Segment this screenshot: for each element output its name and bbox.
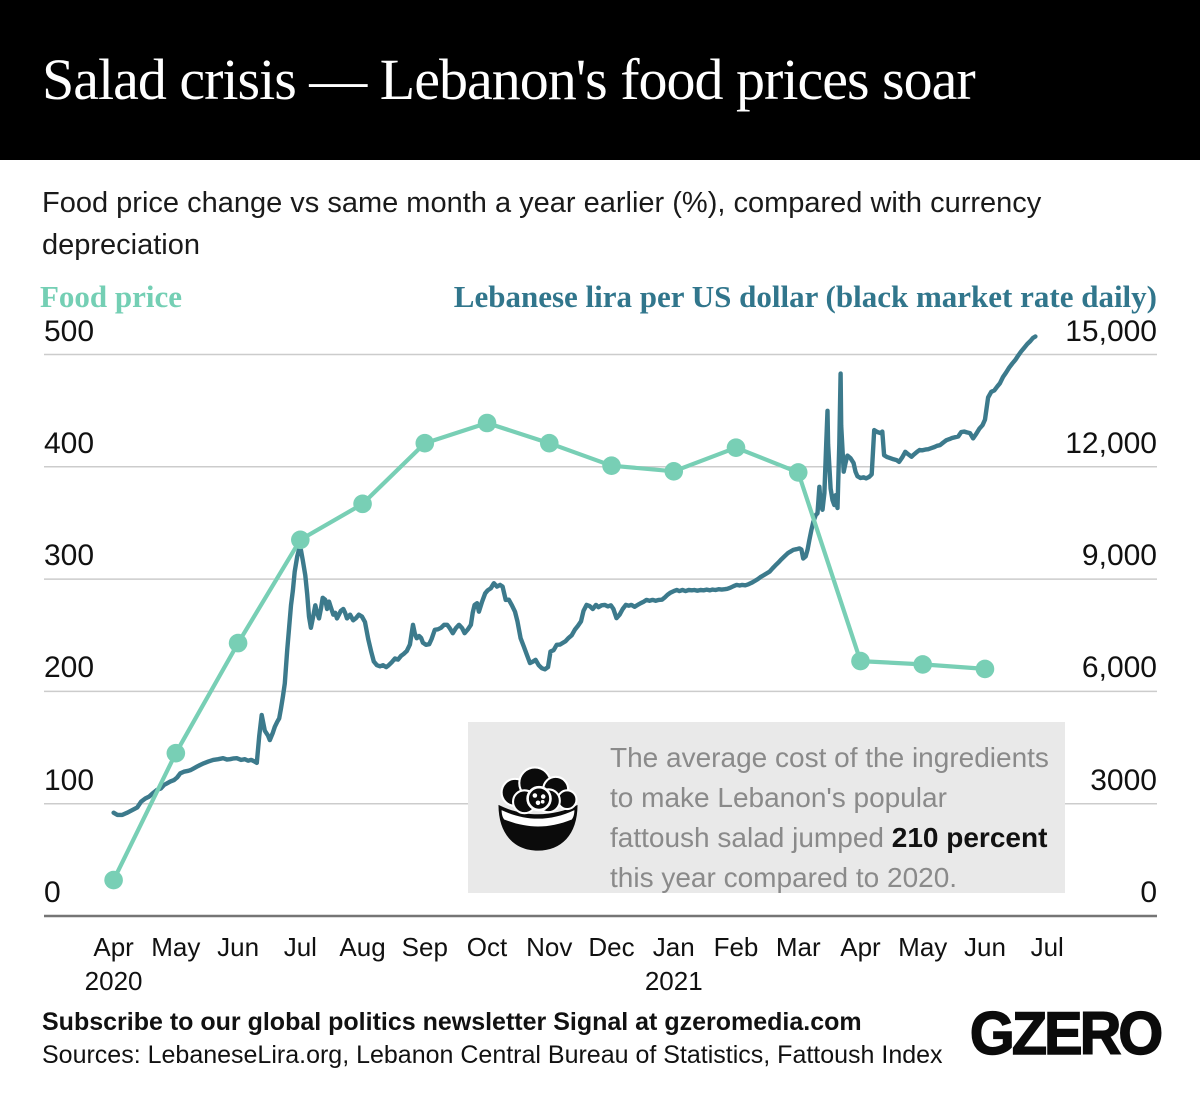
- x-axis-month-label: Oct: [466, 932, 508, 962]
- x-axis-month-label: Dec: [588, 932, 635, 962]
- food-price-point: [975, 659, 995, 679]
- food-price-point: [415, 433, 435, 453]
- footer-subscribe-text: Subscribe to our global politics newslet…: [42, 1008, 862, 1036]
- right-axis-tick-label: 12,000: [1065, 426, 1157, 460]
- right-axis-tick-label: 3000: [1090, 763, 1157, 797]
- food-price-point: [788, 463, 808, 482]
- annotation-line-3: fattoush salad jumped 210 percent: [610, 822, 1048, 853]
- annotation-line-4: this year compared to 2020.: [610, 862, 958, 893]
- right-axis-tick-label: 6,000: [1081, 651, 1157, 685]
- food-price-point: [104, 870, 123, 890]
- x-axis-year-label: 2020: [84, 966, 143, 996]
- x-axis-month-label: Apr: [840, 932, 881, 962]
- food-price-point: [291, 530, 310, 550]
- left-axis-tick-label: 200: [44, 651, 95, 685]
- x-axis-month-label: Sep: [401, 932, 448, 962]
- food-price-point: [353, 494, 372, 514]
- annotation-text: The average cost of the ingredients to m…: [610, 738, 1060, 898]
- x-axis-month-label: Jun: [217, 932, 260, 962]
- left-axis-tick-label: 300: [44, 539, 95, 573]
- left-axis-tick-label: 0: [44, 876, 61, 909]
- food-price-point: [602, 456, 621, 475]
- x-axis-month-label: May: [151, 932, 201, 962]
- footer-sources-text: Sources: LebaneseLira.org, Lebanon Centr…: [42, 1041, 943, 1069]
- annotation-line-1: The average cost of the ingredients: [610, 742, 1049, 773]
- page-title: Salad crisis — Lebanon's food prices soa…: [42, 47, 976, 112]
- x-axis-month-label: Nov: [526, 932, 573, 962]
- salad-bowl-icon: [498, 766, 578, 851]
- x-axis-month-label: Jul: [283, 932, 317, 962]
- gzero-logo: GZERO: [969, 1000, 1164, 1067]
- x-axis-month-label: Jun: [963, 932, 1006, 962]
- lira-rate-line: [111, 334, 1038, 818]
- right-axis-tick-label: 9,000: [1081, 539, 1157, 573]
- x-axis-month-label: May: [898, 932, 948, 962]
- x-axis-month-label: Aug: [339, 932, 386, 962]
- food-price-point: [726, 438, 746, 458]
- legend-lira-rate: Lebanese lira per US dollar (black marke…: [453, 279, 1157, 314]
- left-axis-tick-label: 100: [44, 763, 95, 797]
- annotation-box: The average cost of the ingredients to m…: [468, 722, 1065, 893]
- chart-subtitle: Food price change vs same month a year e…: [42, 187, 1042, 261]
- x-axis-month-label: Apr: [93, 932, 134, 962]
- annotation-line-2: to make Lebanon's popular: [610, 782, 947, 813]
- x-axis-year-label: 2021: [644, 966, 703, 996]
- food-price-point: [228, 633, 248, 653]
- right-axis-tick-label: 15,000: [1065, 314, 1157, 348]
- x-axis-month-label: Feb: [713, 932, 759, 962]
- right-axis-tick-label: 0: [1140, 876, 1157, 909]
- food-price-point: [166, 743, 186, 763]
- annotation-bold-value: 210 percent: [891, 822, 1048, 853]
- food-price-point: [539, 433, 559, 453]
- x-axis-month-label: Jan: [652, 932, 695, 962]
- food-price-point: [477, 413, 497, 433]
- food-price-point: [664, 461, 684, 481]
- left-axis-tick-label: 500: [44, 314, 95, 348]
- food-price-points: [104, 413, 995, 890]
- legend-food-price: Food price: [40, 279, 183, 314]
- title-bar: Salad crisis — Lebanon's food prices soa…: [0, 0, 1200, 160]
- food-price-point: [851, 651, 870, 671]
- left-axis-tick-label: 400: [44, 426, 95, 460]
- x-axis-month-label: Jul: [1030, 932, 1064, 962]
- food-price-point: [913, 655, 933, 674]
- x-axis-month-label: Mar: [775, 932, 821, 962]
